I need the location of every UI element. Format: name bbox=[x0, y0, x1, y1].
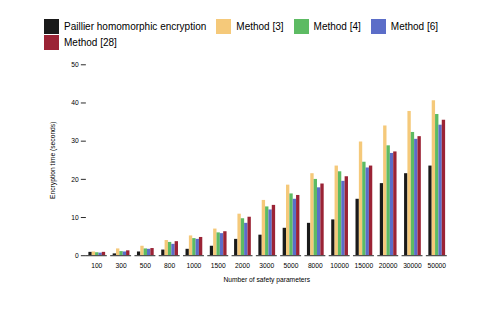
svg-text:5000: 5000 bbox=[284, 262, 299, 269]
svg-text:50: 50 bbox=[71, 61, 79, 68]
svg-text:50000: 50000 bbox=[427, 262, 446, 269]
svg-text:10: 10 bbox=[71, 214, 79, 221]
html-text:Method [28]: Method [28] bbox=[64, 37, 117, 49]
svg-text:8000: 8000 bbox=[308, 262, 323, 269]
svg-text:300: 300 bbox=[115, 262, 126, 269]
svg-text:Encryption time (seconds): Encryption time (seconds) bbox=[49, 122, 57, 199]
svg-text:15000: 15000 bbox=[355, 262, 374, 269]
html-text:Method [6]: Method [6] bbox=[390, 20, 439, 32]
html-text:Method [4]: Method [4] bbox=[313, 20, 361, 32]
svg-text:500: 500 bbox=[140, 262, 151, 269]
svg-text:30: 30 bbox=[71, 137, 79, 144]
svg-text:30000: 30000 bbox=[403, 262, 422, 269]
html-text:Method [3]: Method [3] bbox=[236, 20, 284, 32]
svg-text:20: 20 bbox=[71, 175, 79, 182]
svg-text:2000: 2000 bbox=[235, 262, 250, 269]
svg-text:1000: 1000 bbox=[186, 262, 201, 269]
html-text:Paillier homomorphic encryptio: Paillier homomorphic encryption bbox=[64, 20, 207, 32]
svg-text:3000: 3000 bbox=[259, 262, 274, 269]
svg-text:1500: 1500 bbox=[211, 262, 226, 269]
svg-text:10000: 10000 bbox=[330, 262, 349, 269]
svg-text:Number of safety parameters: Number of safety parameters bbox=[223, 276, 310, 284]
svg-text:100: 100 bbox=[91, 262, 102, 269]
svg-text:20000: 20000 bbox=[379, 262, 398, 269]
svg-text:40: 40 bbox=[71, 99, 79, 106]
svg-text:0: 0 bbox=[75, 252, 79, 259]
svg-text:800: 800 bbox=[164, 262, 175, 269]
